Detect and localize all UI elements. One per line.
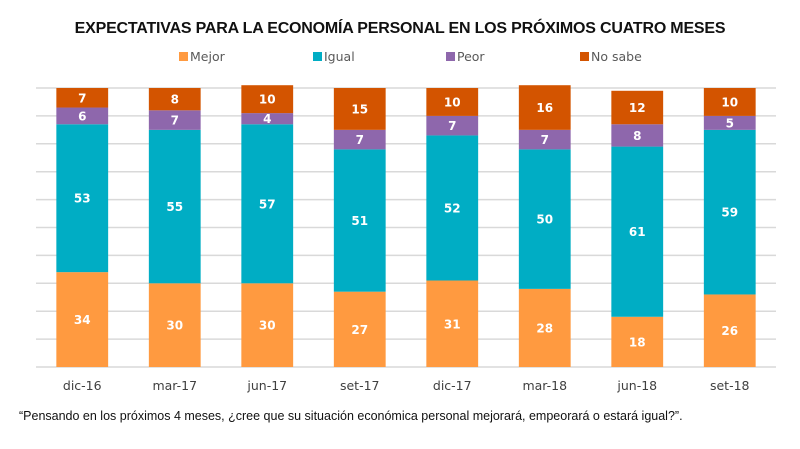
x-tick-label: jun-17: [246, 378, 287, 393]
bar-segment-igual-dic-17: [426, 135, 479, 281]
data-label-peor-jun-18: 8: [633, 129, 641, 143]
data-label-no-sabe-mar-17: 8: [171, 93, 179, 107]
bar-segment-no-sabe-dic-16: [56, 88, 109, 108]
data-label-peor-dic-17: 7: [448, 119, 456, 133]
data-label-no-sabe-jun-17: 10: [259, 93, 276, 107]
x-tick-label: mar-17: [152, 378, 197, 393]
data-label-mejor-mar-17: 30: [166, 319, 183, 333]
data-label-igual-mar-18: 50: [536, 213, 553, 227]
bar-segment-mejor-set-17: [333, 291, 386, 367]
bars: [56, 85, 756, 367]
bar-segment-igual-mar-17: [148, 129, 201, 284]
bar-segment-peor-mar-17: [148, 110, 201, 130]
data-label-peor-mar-18: 7: [541, 133, 549, 147]
legend-label-igual: Igual: [324, 49, 355, 64]
bar-segment-mejor-dic-16: [56, 272, 109, 367]
bar-segment-no-sabe-mar-18: [518, 85, 571, 130]
legend-item-peor: Peor: [446, 49, 485, 64]
bar-segment-peor-set-17: [333, 129, 386, 150]
legend-item-no-sabe: No sabe: [580, 49, 642, 64]
bar-segment-igual-set-18: [703, 129, 756, 295]
legend-swatch-mejor: [179, 52, 188, 61]
data-label-mejor-dic-17: 31: [444, 317, 461, 331]
bar-segment-igual-mar-18: [518, 149, 571, 289]
x-tick-label: set-18: [710, 378, 750, 393]
data-label-peor-set-18: 5: [726, 116, 734, 130]
legend-item-igual: Igual: [313, 49, 355, 64]
bar-segment-mejor-mar-18: [518, 288, 571, 367]
bar-segment-igual-dic-16: [56, 124, 109, 273]
legend-swatch-no-sabe: [580, 52, 589, 61]
bar-segment-no-sabe-set-17: [333, 88, 386, 130]
bar-segment-peor-dic-17: [426, 115, 479, 136]
bar-segment-no-sabe-jun-17: [241, 85, 294, 114]
chart-title: EXPECTATIVAS PARA LA ECONOMÍA PERSONAL E…: [74, 20, 726, 37]
data-label-igual-set-18: 59: [721, 206, 738, 220]
x-tick-label: jun-18: [616, 378, 657, 393]
bar-segment-no-sabe-jun-18: [611, 90, 664, 125]
data-label-no-sabe-set-17: 15: [351, 102, 368, 116]
legend-swatch-igual: [313, 52, 322, 61]
x-tick-label: dic-17: [433, 378, 472, 393]
data-label-igual-mar-17: 55: [166, 200, 183, 214]
bar-segment-no-sabe-set-18: [703, 88, 756, 116]
data-label-mejor-mar-18: 28: [536, 321, 553, 335]
bar-segment-peor-mar-18: [518, 129, 571, 150]
data-label-peor-dic-16: 6: [78, 109, 86, 123]
data-label-no-sabe-set-18: 10: [721, 95, 738, 109]
x-tick-label: set-17: [340, 378, 380, 393]
bar-segment-peor-set-18: [703, 115, 756, 130]
bar-segment-igual-set-17: [333, 149, 386, 292]
data-label-igual-jun-17: 57: [259, 197, 276, 211]
data-label-no-sabe-dic-16: 7: [78, 91, 86, 105]
x-tick-label: dic-16: [63, 378, 102, 393]
legend-label-mejor: Mejor: [190, 49, 225, 64]
data-label-mejor-dic-16: 34: [74, 313, 91, 327]
data-label-peor-jun-17: 4: [263, 112, 271, 126]
data-label-mejor-jun-17: 30: [259, 319, 276, 333]
data-labels: 34 53 6 7 30 55 7 8 30 57 4 10 27 51 7 15 31 52 7 10 28 50 7 16…: [74, 91, 738, 349]
data-label-mejor-jun-18: 18: [629, 335, 646, 349]
legend-label-no-sabe: No sabe: [591, 49, 642, 64]
legend: Mejor Igual Peor No sabe: [0, 49, 800, 67]
bar-segment-peor-jun-17: [241, 113, 294, 125]
data-label-peor-mar-17: 7: [171, 114, 179, 128]
data-label-mejor-set-17: 27: [351, 323, 368, 337]
bar-segment-mejor-set-18: [703, 294, 756, 367]
bar-segment-peor-jun-18: [611, 124, 664, 147]
x-tick-label: mar-18: [522, 378, 567, 393]
footnote: “Pensando en los próximos 4 meses, ¿cree…: [19, 409, 683, 423]
data-label-igual-set-17: 51: [351, 214, 368, 228]
data-label-no-sabe-dic-17: 10: [444, 95, 461, 109]
bar-segment-peor-dic-16: [56, 107, 109, 125]
bar-segment-no-sabe-dic-17: [426, 88, 479, 116]
bar-segment-mejor-jun-18: [611, 316, 664, 367]
data-label-mejor-set-18: 26: [721, 324, 738, 338]
bar-segment-igual-jun-17: [241, 124, 294, 284]
data-label-igual-dic-16: 53: [74, 192, 91, 206]
bar-segment-igual-jun-18: [611, 146, 664, 317]
data-label-igual-dic-17: 52: [444, 201, 461, 215]
bar-segment-mejor-jun-17: [241, 283, 294, 367]
bar-segment-mejor-dic-17: [426, 280, 479, 367]
x-axis-ticks: dic-16 mar-17 jun-17 set-17 dic-17 mar-18 jun-…: [63, 378, 750, 393]
legend-swatch-peor: [446, 52, 455, 61]
gridlines: [36, 87, 776, 368]
data-label-no-sabe-jun-18: 12: [629, 101, 646, 115]
legend-item-mejor: Mejor: [179, 49, 225, 64]
data-label-no-sabe-mar-18: 16: [536, 101, 553, 115]
bar-segment-mejor-mar-17: [148, 283, 201, 367]
legend-label-peor: Peor: [457, 49, 485, 64]
bar-segment-no-sabe-mar-17: [148, 88, 201, 111]
data-label-igual-jun-18: 61: [629, 225, 646, 239]
data-label-peor-set-17: 7: [356, 133, 364, 147]
